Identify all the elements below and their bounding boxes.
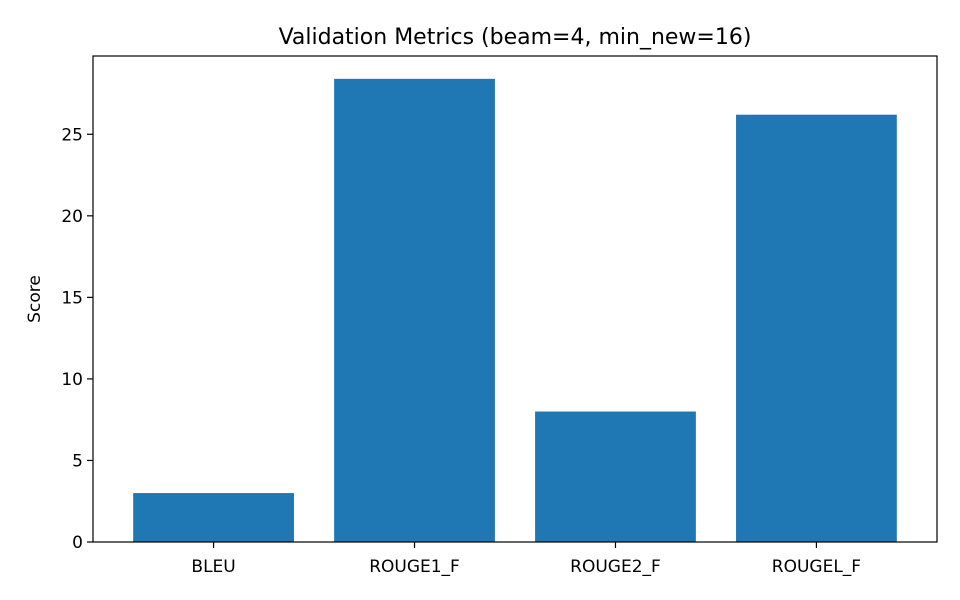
bar-rouge2-f	[535, 411, 696, 542]
bar-bleu	[133, 493, 294, 542]
x-tick-label: BLEU	[191, 557, 235, 577]
y-axis-label: Score	[25, 275, 45, 323]
y-tick-label: 25	[61, 125, 83, 145]
chart-title: Validation Metrics (beam=4, min_new=16)	[279, 25, 752, 50]
x-axis-ticks: BLEU ROUGE1_F ROUGE2_F ROUGEL_F	[191, 542, 861, 577]
y-tick-label: 15	[61, 288, 83, 308]
y-tick-label: 20	[61, 207, 83, 227]
y-tick-label: 10	[61, 370, 83, 390]
y-tick-label: 0	[72, 533, 83, 553]
y-axis-ticks: 0 5 10 15 20 25	[61, 125, 93, 553]
y-tick-label: 5	[72, 451, 83, 471]
bar-rougel-f	[736, 114, 897, 542]
x-tick-label: ROUGE1_F	[369, 557, 460, 577]
bars-group	[133, 78, 897, 542]
bar-rouge1-f	[334, 78, 495, 542]
x-tick-label: ROUGE2_F	[570, 557, 661, 577]
x-tick-label: ROUGEL_F	[772, 557, 861, 577]
plot-frame	[92, 55, 938, 543]
